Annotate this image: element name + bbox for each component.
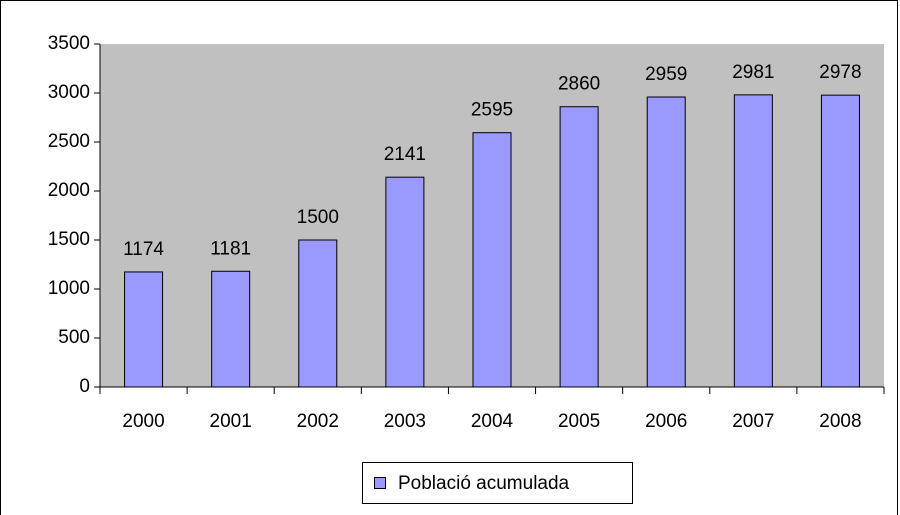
data-label: 2981 <box>732 62 774 83</box>
x-tick-label: 2000 <box>122 411 164 432</box>
legend-label: Població acumulada <box>398 473 570 494</box>
y-tick-label: 500 <box>58 327 90 348</box>
data-label: 2141 <box>384 144 426 165</box>
y-tick-label: 2000 <box>48 180 90 201</box>
data-label: 2978 <box>819 62 861 83</box>
bar <box>559 106 599 388</box>
y-tick-label: 1500 <box>48 229 90 250</box>
y-tick-label: 3000 <box>48 82 90 103</box>
x-tick-label: 2002 <box>297 411 339 432</box>
data-label: 2860 <box>558 74 600 95</box>
legend <box>362 462 633 504</box>
y-tick-label: 3500 <box>48 33 90 54</box>
data-label: 1500 <box>297 207 339 228</box>
bar <box>385 176 425 388</box>
data-label: 2959 <box>645 64 687 85</box>
bar <box>211 270 251 388</box>
bar <box>124 271 164 388</box>
x-tick-label: 2007 <box>732 411 774 432</box>
data-label: 1181 <box>210 238 251 259</box>
bar <box>646 96 686 388</box>
y-tick-label: 0 <box>79 376 90 397</box>
x-tick-label: 2001 <box>210 411 252 432</box>
bar <box>472 132 512 388</box>
y-tick-label: 2500 <box>48 131 90 152</box>
x-tick-label: 2004 <box>471 411 514 432</box>
bar <box>820 94 860 388</box>
data-label: 1174 <box>123 239 164 260</box>
bar <box>298 239 338 388</box>
legend-marker <box>374 477 386 489</box>
x-tick-label: 2008 <box>819 411 861 432</box>
x-tick-label: 2003 <box>384 411 426 432</box>
y-tick-label: 1000 <box>48 278 90 299</box>
data-label: 2595 <box>471 100 513 121</box>
x-tick-label: 2005 <box>558 411 600 432</box>
bar <box>733 94 773 388</box>
x-tick-label: 2006 <box>645 411 687 432</box>
